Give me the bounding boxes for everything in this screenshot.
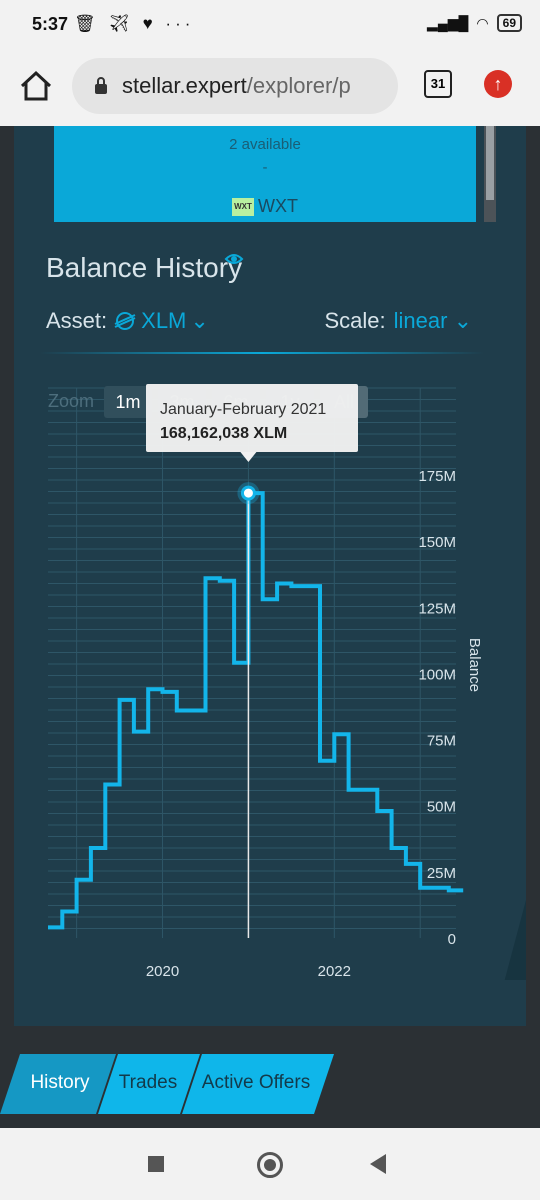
balance-history-chart[interactable]: 0 25M 50M 75M 100M 125M 150M 175M 2020 2022 Balanc… — [0, 370, 540, 980]
data-point[interactable] — [434, 887, 436, 889]
scrollbar-thumb[interactable] — [486, 126, 494, 200]
data-point[interactable] — [76, 879, 78, 881]
asset-selector[interactable]: Asset: XLM ⌄ — [46, 308, 209, 334]
url-text: stellar.expert/explorer/p — [122, 73, 351, 99]
url-path: /explorer/p — [246, 73, 351, 98]
asset-selector-value: XLM — [141, 308, 187, 333]
chevron-down-icon: ⌄ — [453, 308, 472, 333]
asset-selector-label: Asset: — [46, 308, 108, 333]
data-point[interactable] — [47, 926, 49, 928]
recents-icon[interactable] — [148, 1156, 164, 1172]
data-point[interactable] — [319, 760, 321, 762]
y-tick-label: 50M — [427, 799, 456, 816]
data-point[interactable] — [61, 911, 63, 913]
scale-selector[interactable]: Scale: linear ⌄ — [324, 308, 472, 334]
data-point[interactable] — [190, 709, 192, 711]
y-tick-label: 75M — [427, 733, 456, 750]
section-title: Balance History — [46, 252, 243, 283]
eye-icon[interactable] — [224, 250, 244, 268]
tab-bar: History Trades Active Offers — [0, 1054, 334, 1114]
zoom-button-label: 1m — [115, 392, 140, 412]
y-tick-label: 175M — [418, 468, 456, 485]
data-point[interactable] — [162, 691, 164, 693]
back-icon[interactable] — [370, 1154, 386, 1174]
data-point[interactable] — [262, 598, 264, 600]
highlight-marker[interactable] — [240, 485, 256, 501]
y-tick-label: 0 — [448, 931, 456, 948]
scale-selector-label: Scale: — [324, 308, 386, 333]
balance-card — [14, 126, 526, 1026]
data-point[interactable] — [176, 709, 178, 711]
available-count: 2 available — [229, 136, 301, 153]
data-point[interactable] — [104, 784, 106, 786]
card-corner-decoration — [504, 900, 526, 980]
zoom-button-1m[interactable] — [104, 386, 152, 418]
tab-label: Active Offers — [202, 1072, 310, 1093]
data-point[interactable] — [119, 699, 121, 701]
asset-tile[interactable]: 2 available - WXT WXT — [54, 126, 476, 222]
data-point[interactable] — [219, 580, 221, 582]
zoom-label: Zoom — [48, 391, 94, 411]
data-point[interactable] — [348, 789, 350, 791]
status-bar: 5:37 🗑 ✈ ♥ ··· ▂▄▆█ ◠ 69 — [0, 0, 540, 50]
tab-trades[interactable] — [98, 1054, 200, 1114]
home-nav-icon[interactable] — [257, 1152, 283, 1178]
data-point[interactable] — [204, 577, 206, 579]
android-nav-bar — [0, 1128, 540, 1200]
battery-indicator: 69 — [496, 14, 522, 32]
url-host: stellar.expert — [122, 73, 247, 98]
asset-selector-value-group[interactable]: XLM ⌄ — [113, 308, 209, 334]
tooltip-value: 168,162,038 XLM — [160, 425, 287, 442]
tooltip-title: January-February 2021 — [160, 401, 326, 418]
data-point[interactable] — [276, 582, 278, 584]
home-icon[interactable] — [18, 68, 54, 104]
tab-switcher-button[interactable]: 31 — [424, 70, 452, 98]
data-point[interactable] — [333, 733, 335, 735]
update-icon[interactable]: ↑ — [484, 70, 512, 98]
y-tick-label: 100M — [418, 666, 456, 683]
data-point[interactable] — [419, 887, 421, 889]
data-point[interactable] — [305, 585, 307, 587]
clock: 5:37 — [32, 14, 69, 34]
scale-selector-value: linear — [393, 308, 448, 333]
tab-active-offers[interactable] — [182, 1054, 334, 1114]
wifi-icon: ◠ — [476, 14, 489, 31]
divider — [40, 352, 484, 354]
asset-name: WXT WXT — [232, 196, 298, 217]
data-point[interactable] — [448, 889, 450, 891]
tooltip-box — [146, 384, 358, 452]
system-icons: ▂▄▆█ ◠ 69 — [427, 14, 522, 32]
tab-label: History — [30, 1072, 90, 1093]
tab-history[interactable] — [0, 1054, 116, 1114]
data-point[interactable] — [290, 585, 292, 587]
address-bar[interactable]: stellar.expert/explorer/p — [72, 58, 398, 114]
tile-separator: - — [262, 159, 268, 176]
scale-selector-value-group[interactable]: linear ⌄ — [394, 308, 472, 334]
tooltip-pointer — [240, 452, 257, 462]
data-point[interactable] — [405, 863, 407, 865]
wxt-logo-icon: WXT — [232, 197, 254, 216]
notification-icons: 🗑 ✈ ♥ ··· — [74, 14, 195, 33]
lock-icon — [95, 77, 107, 94]
y-tick-label: 150M — [418, 534, 456, 551]
chevron-down-icon: ⌄ — [190, 308, 209, 333]
asset-code: WXT — [258, 196, 298, 216]
data-point[interactable] — [90, 847, 92, 849]
data-point[interactable] — [233, 662, 235, 664]
y-tick-label: 25M — [427, 865, 456, 882]
browser-toolbar: stellar.expert/explorer/p 31 ↑ — [0, 50, 540, 126]
data-point[interactable] — [147, 688, 149, 690]
data-point[interactable] — [133, 731, 135, 733]
stellar-icon — [114, 312, 136, 330]
data-point[interactable] — [391, 847, 393, 849]
x-tick-label: 2022 — [318, 963, 351, 980]
tab-label: Trades — [119, 1072, 177, 1093]
y-axis-label: Balance — [466, 638, 483, 692]
data-point[interactable] — [362, 789, 364, 791]
signal-icon: ▂▄▆█ — [427, 14, 469, 31]
x-tick-label: 2020 — [146, 963, 179, 980]
data-point[interactable] — [376, 810, 378, 812]
y-tick-label: 125M — [418, 600, 456, 617]
